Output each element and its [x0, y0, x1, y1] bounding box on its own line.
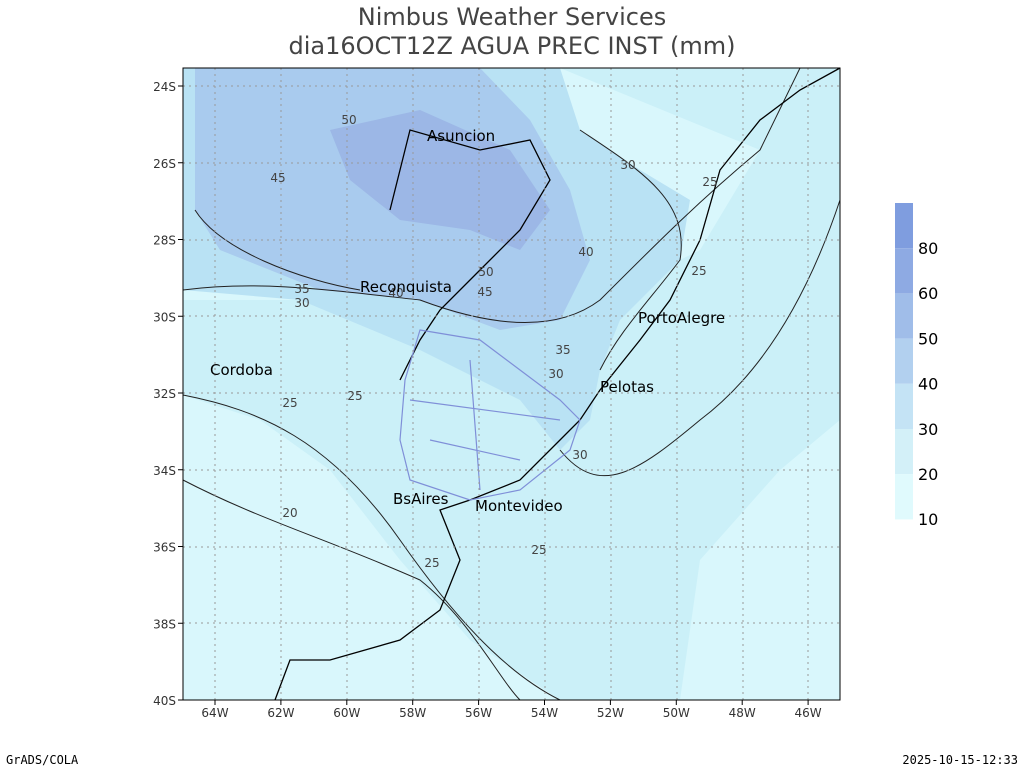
- lon-label: 48W: [729, 706, 756, 720]
- colorbar-swatch: [895, 338, 913, 384]
- contour-label: 30: [294, 296, 309, 310]
- contour-label: 50: [341, 113, 356, 127]
- colorbar-label: 30: [918, 420, 938, 439]
- contour-label: 35: [555, 343, 570, 357]
- city-labels: Asuncion Reconquista PortoAlegre Cordoba…: [210, 127, 725, 515]
- contour-label: 25: [282, 396, 297, 410]
- lon-label: 52W: [597, 706, 624, 720]
- lat-label: 32S: [153, 387, 176, 401]
- colorbar-label: 40: [918, 375, 938, 394]
- contour-label: 45: [477, 285, 492, 299]
- contour-label: 25: [531, 543, 546, 557]
- subtitle: dia16OCT12Z AGUA PREC INST (mm): [288, 32, 735, 60]
- contour-label: 25: [691, 264, 706, 278]
- contour-label: 25: [347, 389, 362, 403]
- lon-label: 60W: [333, 706, 360, 720]
- lat-label: 36S: [153, 541, 176, 555]
- city-label: Asuncion: [427, 127, 495, 145]
- footer-left: GrADS/COLA: [6, 753, 79, 767]
- colorbar-swatch: [895, 203, 913, 249]
- footer-right: 2025-10-15-12:33: [902, 753, 1018, 767]
- lat-label: 30S: [153, 310, 176, 324]
- lat-label: 24S: [153, 80, 176, 94]
- colorbar-label: 80: [918, 239, 938, 258]
- city-label: PortoAlegre: [638, 309, 725, 327]
- contour-label: 25: [702, 175, 717, 189]
- contour-label: 40: [578, 245, 593, 259]
- colorbar-label: 10: [918, 510, 938, 529]
- colorbar-swatch: [895, 293, 913, 339]
- contour-label: 30: [548, 367, 563, 381]
- city-label: Pelotas: [600, 378, 654, 396]
- colorbar-label: 20: [918, 465, 938, 484]
- lat-label: 34S: [153, 464, 176, 478]
- colorbar-swatch: [895, 383, 913, 429]
- colorbar-swatch: [895, 248, 913, 294]
- colorbar-swatch: [895, 474, 913, 520]
- lon-label: 50W: [663, 706, 690, 720]
- contour-label: 50: [478, 265, 493, 279]
- contour-lines: [182, 67, 841, 701]
- colorbar-label: 60: [918, 284, 938, 303]
- lon-label: 64W: [201, 706, 228, 720]
- lat-label: 38S: [153, 617, 176, 631]
- lon-label: 62W: [267, 706, 294, 720]
- lon-label: 58W: [399, 706, 426, 720]
- lon-label: 56W: [465, 706, 492, 720]
- contour-label: 25: [424, 556, 439, 570]
- map-frame: [182, 67, 841, 701]
- lon-label: 46W: [795, 706, 822, 720]
- contour-labels: 50 45 30 25 40 50 35 45 30 25 35 30 25 2…: [270, 113, 717, 570]
- contour-label: 20: [282, 506, 297, 520]
- colorbar-swatch: [895, 429, 913, 475]
- contour-label: 45: [270, 171, 285, 185]
- city-label: Cordoba: [210, 361, 273, 379]
- contour-label: 40: [388, 286, 403, 300]
- city-label: BsAires: [393, 490, 449, 508]
- city-label: Reconquista: [360, 278, 452, 296]
- colorbar-label: 50: [918, 329, 938, 348]
- city-label: Montevideo: [475, 497, 563, 515]
- lat-label: 28S: [153, 234, 176, 248]
- contour-label: 30: [572, 448, 587, 462]
- contour-label: 30: [620, 158, 635, 172]
- lat-label: 26S: [153, 157, 176, 171]
- contour-label: 35: [294, 282, 309, 296]
- lat-label: 40S: [153, 694, 176, 708]
- lon-label: 54W: [531, 706, 558, 720]
- title: Nimbus Weather Services: [358, 3, 666, 31]
- coastline-borders: [274, 67, 841, 701]
